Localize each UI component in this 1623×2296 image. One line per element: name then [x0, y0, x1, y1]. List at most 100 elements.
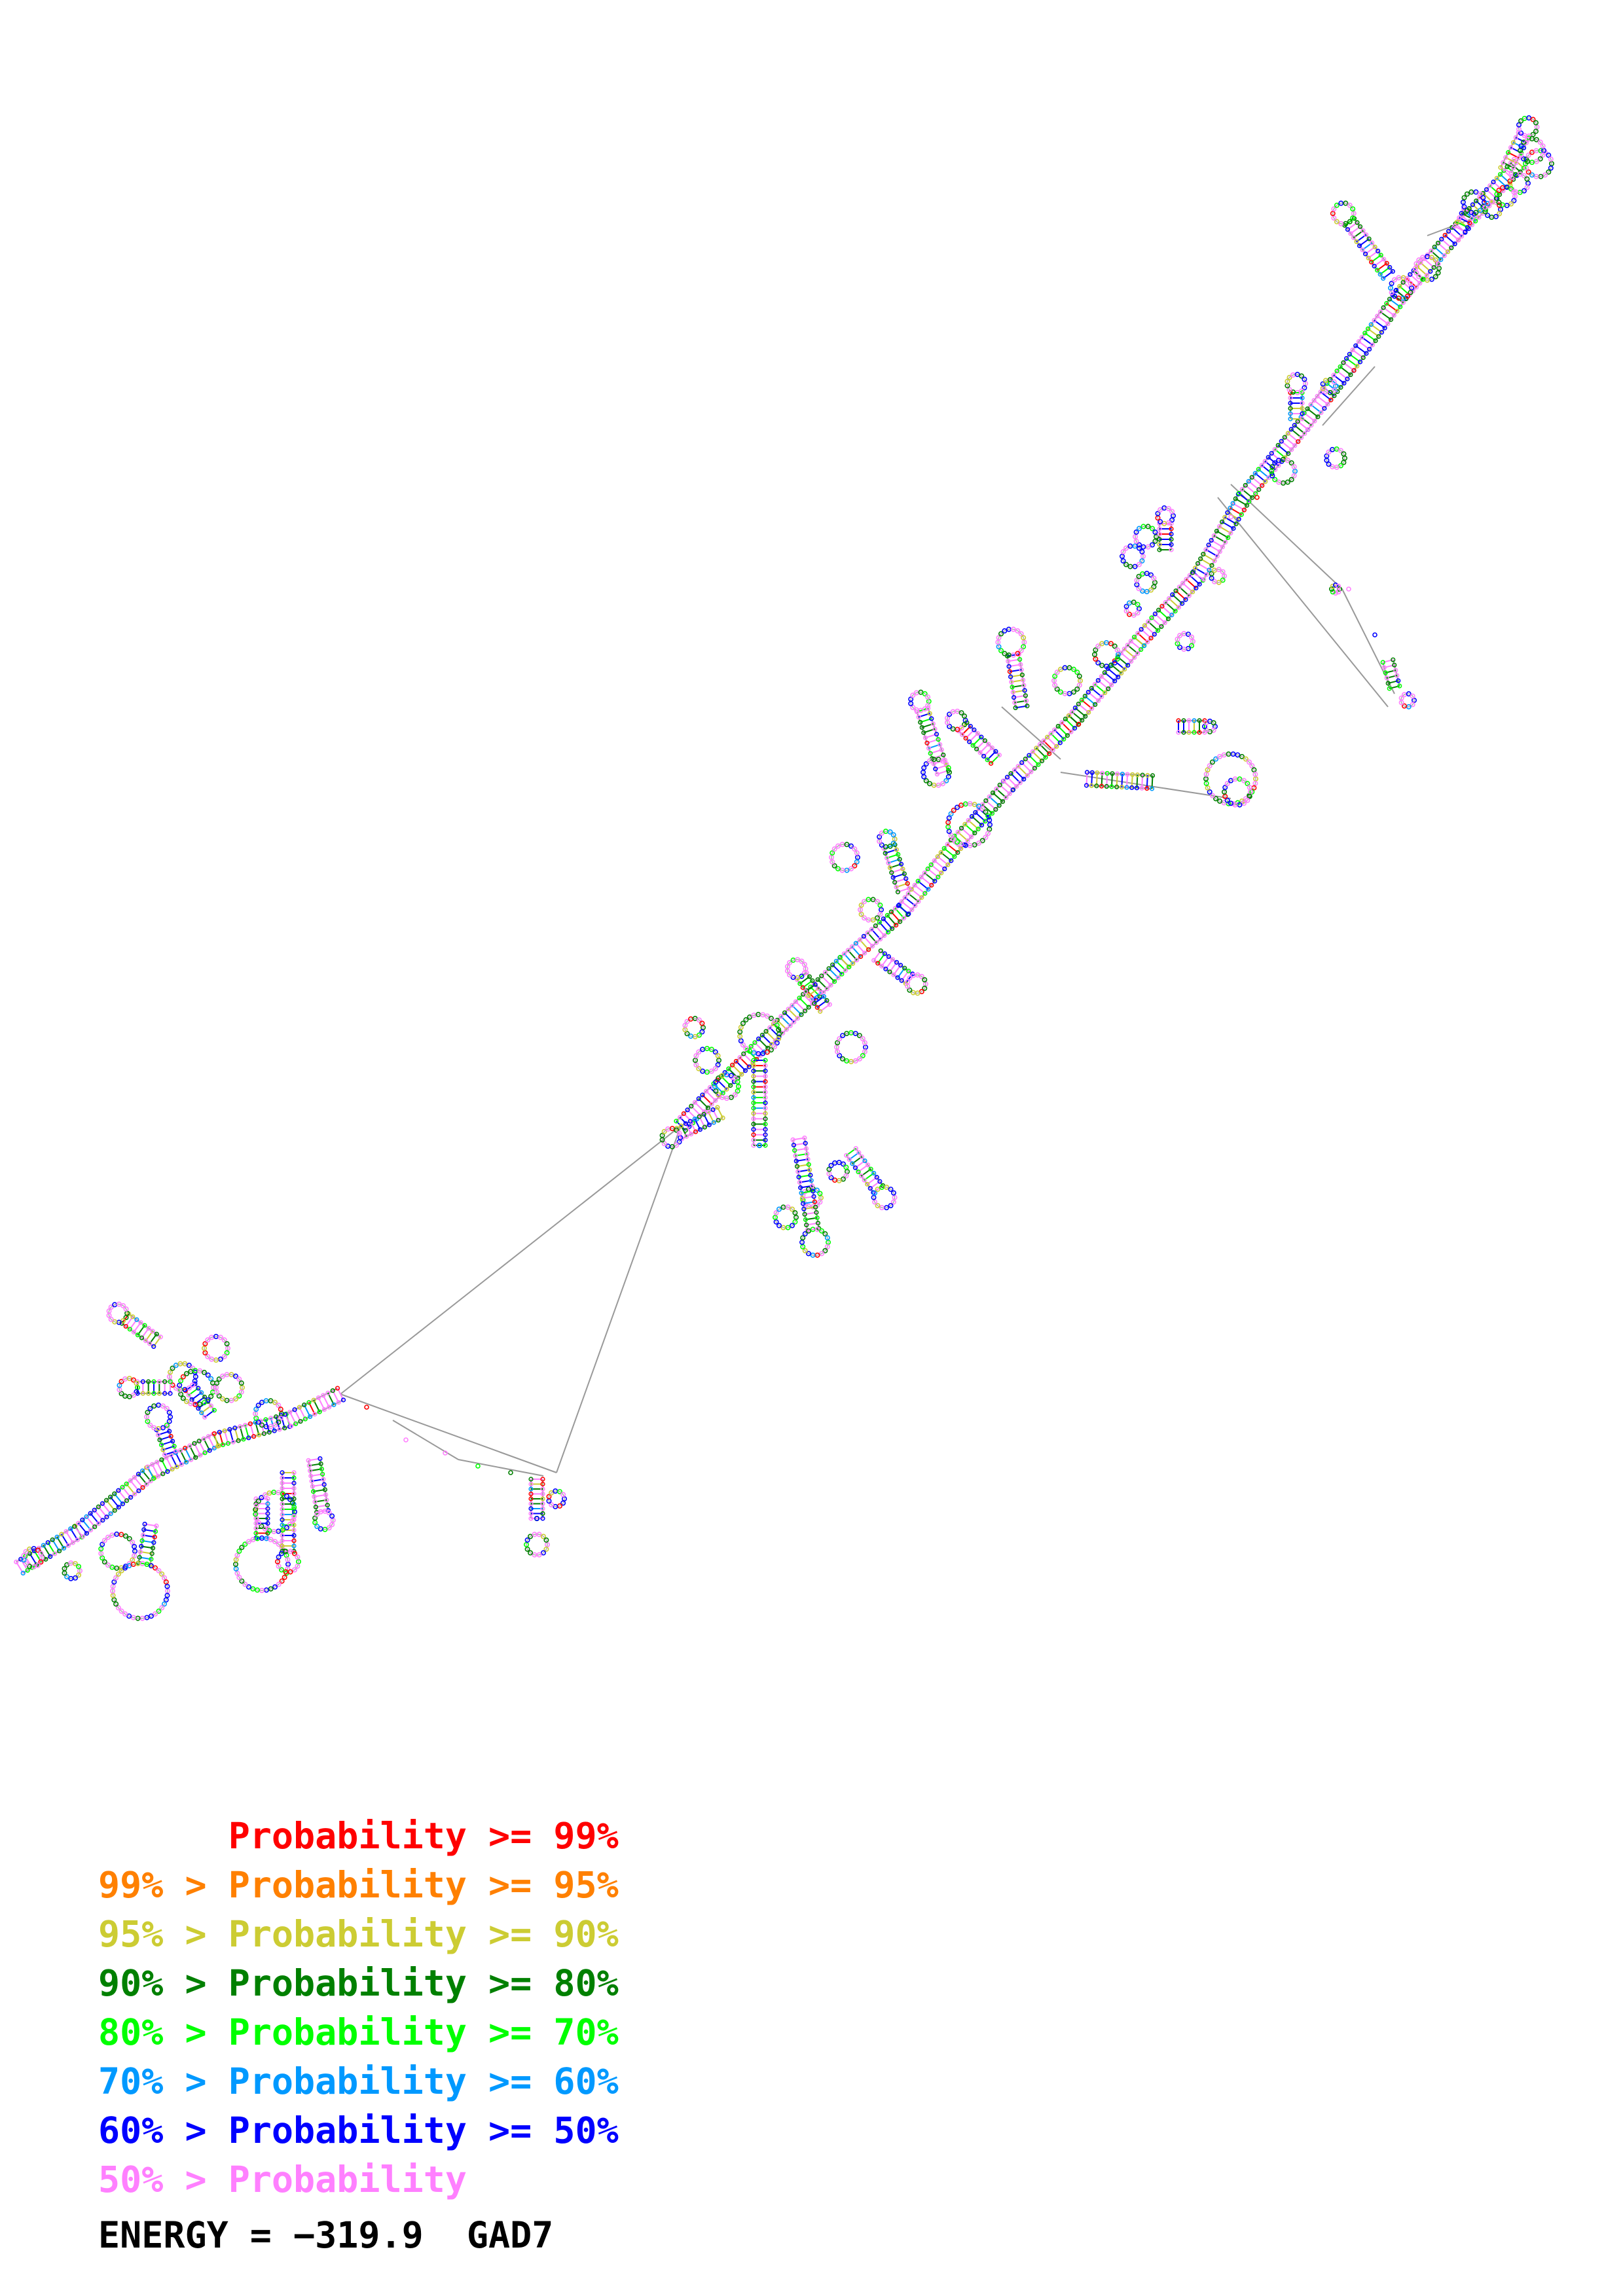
nucleotide [860, 1036, 866, 1042]
nucleotide [1260, 483, 1265, 488]
nucleotide [1099, 673, 1104, 679]
nucleotide [534, 1516, 540, 1522]
nucleotide [740, 1042, 746, 1048]
stem-strand [803, 1138, 820, 1229]
stem-strand [682, 1117, 723, 1139]
nucleotide [751, 1090, 756, 1095]
nucleotide [850, 1161, 855, 1166]
nucleotide [751, 1116, 756, 1121]
nucleotide [1356, 339, 1362, 344]
nucleotide [875, 1203, 881, 1209]
nucleotide [1320, 381, 1326, 387]
nucleotide [265, 1520, 270, 1526]
nucleotide [1496, 200, 1502, 206]
nucleotide [738, 1024, 744, 1030]
nucleotide [162, 1391, 168, 1396]
legend-label: Probability >= 90% [228, 1913, 619, 1955]
nucleotide [228, 1372, 234, 1378]
nucleotide [854, 859, 860, 865]
nucleotide [1296, 439, 1301, 444]
nucleotide [119, 1568, 124, 1573]
nucleotide [1071, 666, 1077, 672]
nucleotide [18, 1556, 24, 1562]
nucleotide [1048, 731, 1053, 736]
nucleotide [1221, 800, 1227, 806]
nucleotide [1006, 658, 1011, 664]
nucleotide [163, 1597, 169, 1603]
nucleotide [207, 1448, 212, 1453]
nucleotide [1380, 660, 1385, 665]
nucleotide [1069, 709, 1074, 715]
nucleotide [802, 1201, 808, 1207]
nucleotide [318, 1526, 323, 1532]
nucleotide [921, 765, 927, 771]
nucleotide [923, 778, 929, 783]
nucleotide [1211, 533, 1216, 539]
nucleotide [162, 1379, 168, 1384]
nucleotide [1272, 476, 1278, 482]
nucleotide [253, 1526, 259, 1531]
nucleotide [236, 1393, 242, 1399]
nucleotide [265, 1501, 270, 1507]
nucleotide [817, 1199, 823, 1205]
nucleotide [1375, 268, 1380, 273]
nucleotide [835, 1040, 841, 1046]
nucleotide [1095, 677, 1101, 683]
nucleotide [1355, 220, 1360, 225]
nucleotide [1245, 781, 1250, 787]
nucleotide [868, 1166, 873, 1172]
nucleotide [1010, 787, 1015, 793]
nucleotide [1169, 542, 1174, 547]
nucleotide [205, 1372, 211, 1378]
nucleotide [164, 1583, 170, 1589]
legend-row: 50% > Probability [98, 2160, 467, 2199]
nucleotide [751, 1073, 756, 1079]
nucleotide [130, 1377, 136, 1383]
nucleotide [242, 1541, 248, 1547]
nucleotide [1008, 771, 1013, 776]
nucleotide [704, 1088, 709, 1094]
nucleotide [1197, 581, 1202, 587]
nucleotide [1041, 738, 1046, 744]
nucleotide [918, 719, 923, 725]
nucleotide [1134, 785, 1140, 791]
nucleotide [199, 1390, 204, 1395]
nucleotide [130, 1539, 136, 1545]
nucleotide [272, 1422, 278, 1428]
nucleotide [1464, 191, 1470, 197]
nucleotide [314, 1524, 320, 1530]
nucleotide [812, 1001, 817, 1006]
nucleotide [280, 1501, 285, 1507]
nucleotide [1032, 766, 1038, 771]
nucleotide [1004, 774, 1010, 780]
nucleotide [1286, 374, 1292, 380]
nucleotide [732, 1092, 738, 1098]
hairpin-loop [112, 1563, 168, 1619]
nucleotide [1095, 770, 1100, 776]
nucleotide [751, 1100, 756, 1105]
nucleotide [112, 1508, 117, 1513]
nucleotide [938, 850, 943, 855]
nucleotide [528, 1501, 534, 1507]
nucleotide [789, 1206, 795, 1212]
nucleotide [1165, 506, 1171, 512]
nucleotide [1330, 464, 1336, 470]
nucleotide [528, 1481, 534, 1487]
nucleotide [1173, 588, 1178, 594]
nucleotide [889, 870, 894, 875]
nucleotide [201, 1369, 207, 1375]
nucleotide [902, 871, 907, 876]
nucleotide [170, 1467, 175, 1472]
nucleotide [1133, 529, 1139, 535]
nucleotide [1507, 178, 1513, 184]
nucleotide [1331, 387, 1337, 393]
nucleotide [807, 974, 812, 979]
nucleotide [272, 1539, 278, 1545]
nucleotide [287, 1549, 293, 1554]
nucleotide [1209, 537, 1214, 543]
nucleotide [1533, 128, 1539, 134]
nucleotide [811, 1189, 816, 1194]
nucleotide [155, 1460, 160, 1465]
nucleotide [853, 1146, 858, 1151]
nucleotide [1540, 143, 1546, 149]
